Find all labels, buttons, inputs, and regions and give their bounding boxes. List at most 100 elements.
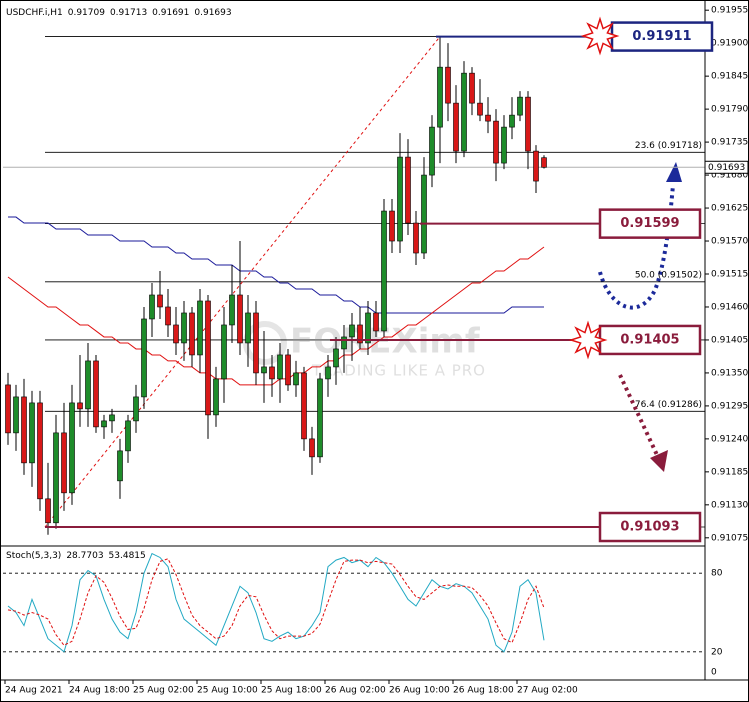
symbol: USDCHF.i,H1 [6, 8, 63, 18]
chart-header: USDCHF.i,H1 0.91709 0.91713 0.91691 0.91693 [6, 8, 232, 18]
candle-body [349, 324, 355, 338]
stoch-line [7, 552, 545, 653]
candle-body [37, 402, 43, 500]
ohlc-close: 0.91693 [194, 8, 231, 18]
candle-body [421, 174, 427, 254]
y-tick-label: 0.91075 [711, 533, 748, 543]
price-box-label: 0.91093 [620, 520, 679, 535]
candle-body [461, 72, 467, 152]
y-tick-label: 0.91955 [711, 6, 748, 16]
candle-body [69, 402, 75, 494]
stoch-name: Stoch(5,3,3) [6, 551, 61, 561]
y-tick-label: 0.91790 [711, 105, 748, 115]
watermark-slogan: TRADING LIKE A PRO [311, 362, 486, 380]
candle-body [397, 156, 403, 242]
candle-body [261, 366, 267, 374]
candle-body [285, 354, 291, 386]
starburst [568, 320, 608, 360]
price-box [610, 21, 714, 52]
candle-body [269, 366, 275, 380]
candle-body [141, 318, 147, 398]
starburst [580, 16, 620, 56]
candle-body [309, 438, 315, 458]
candle-body [85, 360, 91, 410]
candle-body [381, 210, 387, 332]
x-tick-label: 25 Aug 10:00 [197, 686, 258, 696]
down-arrow [618, 374, 659, 456]
x-tick-label: 24 Aug 2021 [5, 686, 63, 696]
y-tick-label: 0.91350 [711, 368, 748, 378]
candle-body [341, 336, 347, 350]
ohlc-open: 0.91709 [68, 8, 105, 18]
fib-label: 50.0 (0.91502) [635, 270, 702, 280]
ohlc-low: 0.91691 [152, 8, 189, 18]
candle-body [189, 312, 195, 356]
x-tick-label: 25 Aug 18:00 [261, 686, 322, 696]
candle-body [533, 150, 539, 182]
x-tick-label: 24 Aug 18:00 [69, 686, 130, 696]
candle-body [125, 420, 131, 452]
candle-body [245, 312, 251, 344]
candle-body [21, 396, 27, 464]
y-tick-label: 0.91680 [711, 171, 748, 181]
stoch-header: Stoch(5,3,3) 28.7703 53.4815 [6, 551, 146, 561]
y-tick-label: 0.91185 [711, 467, 748, 477]
candle-body [437, 66, 443, 128]
candle-body [173, 324, 179, 344]
candle-body [149, 294, 155, 320]
y-tick-label: 0.91130 [711, 500, 748, 510]
y-tick-label: 0.91900 [711, 39, 748, 49]
y-tick-label: 0.91240 [711, 434, 748, 444]
candle-body [525, 96, 531, 152]
current-price-box [704, 160, 749, 174]
fib-label: 76.4 (0.91286) [635, 400, 702, 410]
candle-body [317, 378, 323, 458]
stoch-value: 28.7703 [66, 551, 103, 561]
candle-body [117, 450, 123, 482]
y-tick-label: 0.91405 [711, 335, 748, 345]
x-tick-label: 25 Aug 02:00 [133, 686, 194, 696]
price-box-label: 0.91599 [620, 216, 679, 231]
candle-body [53, 432, 59, 524]
up-arrow-head [666, 162, 682, 182]
candle-body [477, 102, 483, 116]
candle-body [445, 66, 451, 104]
candle-body [165, 306, 171, 326]
fib-trend [44, 36, 441, 528]
x-tick-label: 27 Aug 02:00 [517, 686, 578, 696]
y-tick-label: 0.91515 [711, 270, 748, 280]
y-tick-label: 0.91295 [711, 401, 748, 411]
current-price-label: 0.91693 [708, 163, 745, 173]
candle-body [29, 402, 35, 464]
candle-body [13, 396, 19, 434]
y-tick-label: 0.91735 [711, 138, 748, 148]
moving-average [7, 246, 545, 386]
x-tick-label: 26 Aug 02:00 [325, 686, 386, 696]
price-box-label: 0.91405 [620, 332, 679, 347]
candle-body [77, 402, 83, 410]
candle-body [413, 222, 419, 254]
candle-body [357, 324, 363, 344]
candle-body [509, 114, 515, 128]
candle-body [109, 414, 115, 422]
candle-body [501, 126, 507, 164]
candle-body [389, 210, 395, 242]
candle-body [221, 324, 227, 380]
y-tick-label: 20 [711, 647, 723, 657]
candle-body [253, 312, 259, 374]
candle-body [429, 126, 435, 176]
candle-body [365, 312, 371, 344]
candle-body [469, 72, 475, 104]
candle-body [93, 360, 99, 428]
candle-body [485, 114, 491, 122]
candle-body [277, 354, 283, 380]
candle-body [101, 420, 107, 428]
x-tick-label: 26 Aug 10:00 [389, 686, 450, 696]
candle-body [157, 294, 163, 308]
candle-body [237, 294, 243, 344]
y-tick-label: 0.91625 [711, 204, 748, 214]
candle-body [453, 102, 459, 152]
price-box [598, 208, 702, 239]
down-arrow-head [650, 450, 668, 472]
y-tick-label: 0.91460 [711, 302, 748, 312]
